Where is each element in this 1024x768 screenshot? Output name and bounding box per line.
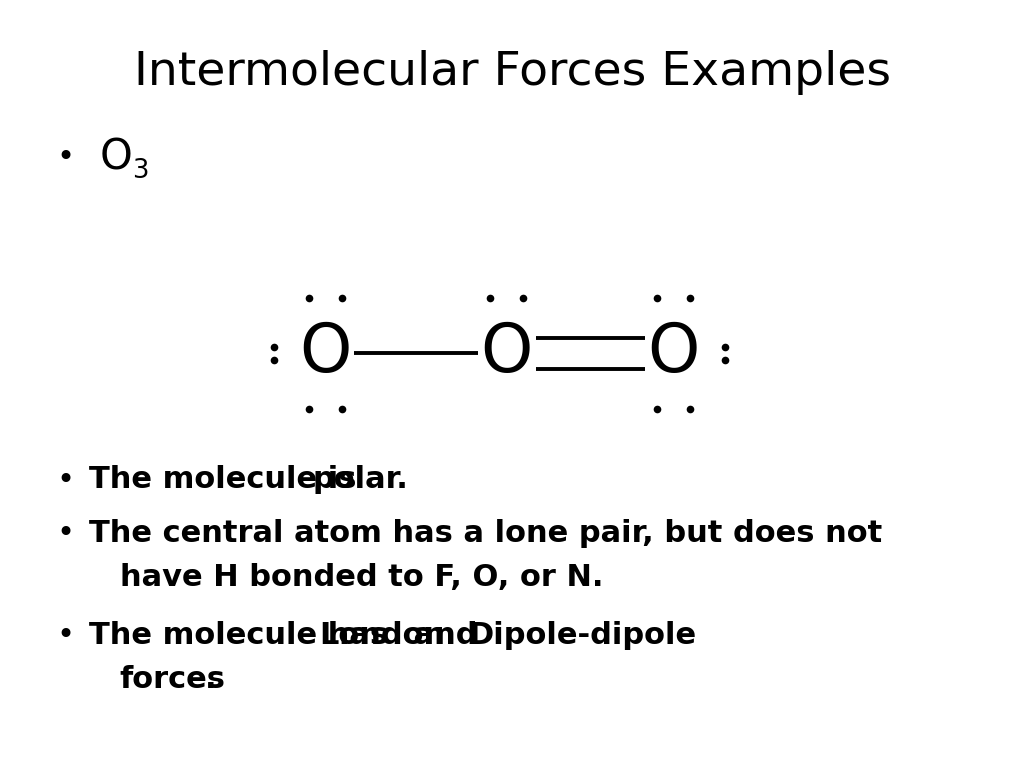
Text: have H bonded to F, O, or N.: have H bonded to F, O, or N. — [120, 563, 603, 592]
Text: O: O — [647, 320, 700, 386]
Text: O: O — [480, 320, 534, 386]
Text: The molecule has: The molecule has — [89, 621, 398, 650]
Text: 3: 3 — [132, 158, 148, 184]
Text: The molecule is: The molecule is — [89, 465, 368, 495]
Text: polar.: polar. — [312, 465, 409, 495]
Text: •: • — [56, 143, 75, 172]
Text: and: and — [403, 621, 488, 650]
Text: forces: forces — [120, 665, 226, 694]
Text: Intermolecular Forces Examples: Intermolecular Forces Examples — [133, 51, 891, 95]
Text: •: • — [56, 465, 75, 495]
Text: The central atom has a lone pair, but does not: The central atom has a lone pair, but do… — [89, 519, 883, 548]
Text: O: O — [99, 137, 132, 178]
Text: •: • — [56, 621, 75, 650]
Text: London: London — [319, 621, 445, 650]
Text: O: O — [299, 320, 352, 386]
Text: .: . — [205, 665, 216, 694]
Text: Dipole-dipole: Dipole-dipole — [468, 621, 696, 650]
Text: •: • — [56, 519, 75, 548]
